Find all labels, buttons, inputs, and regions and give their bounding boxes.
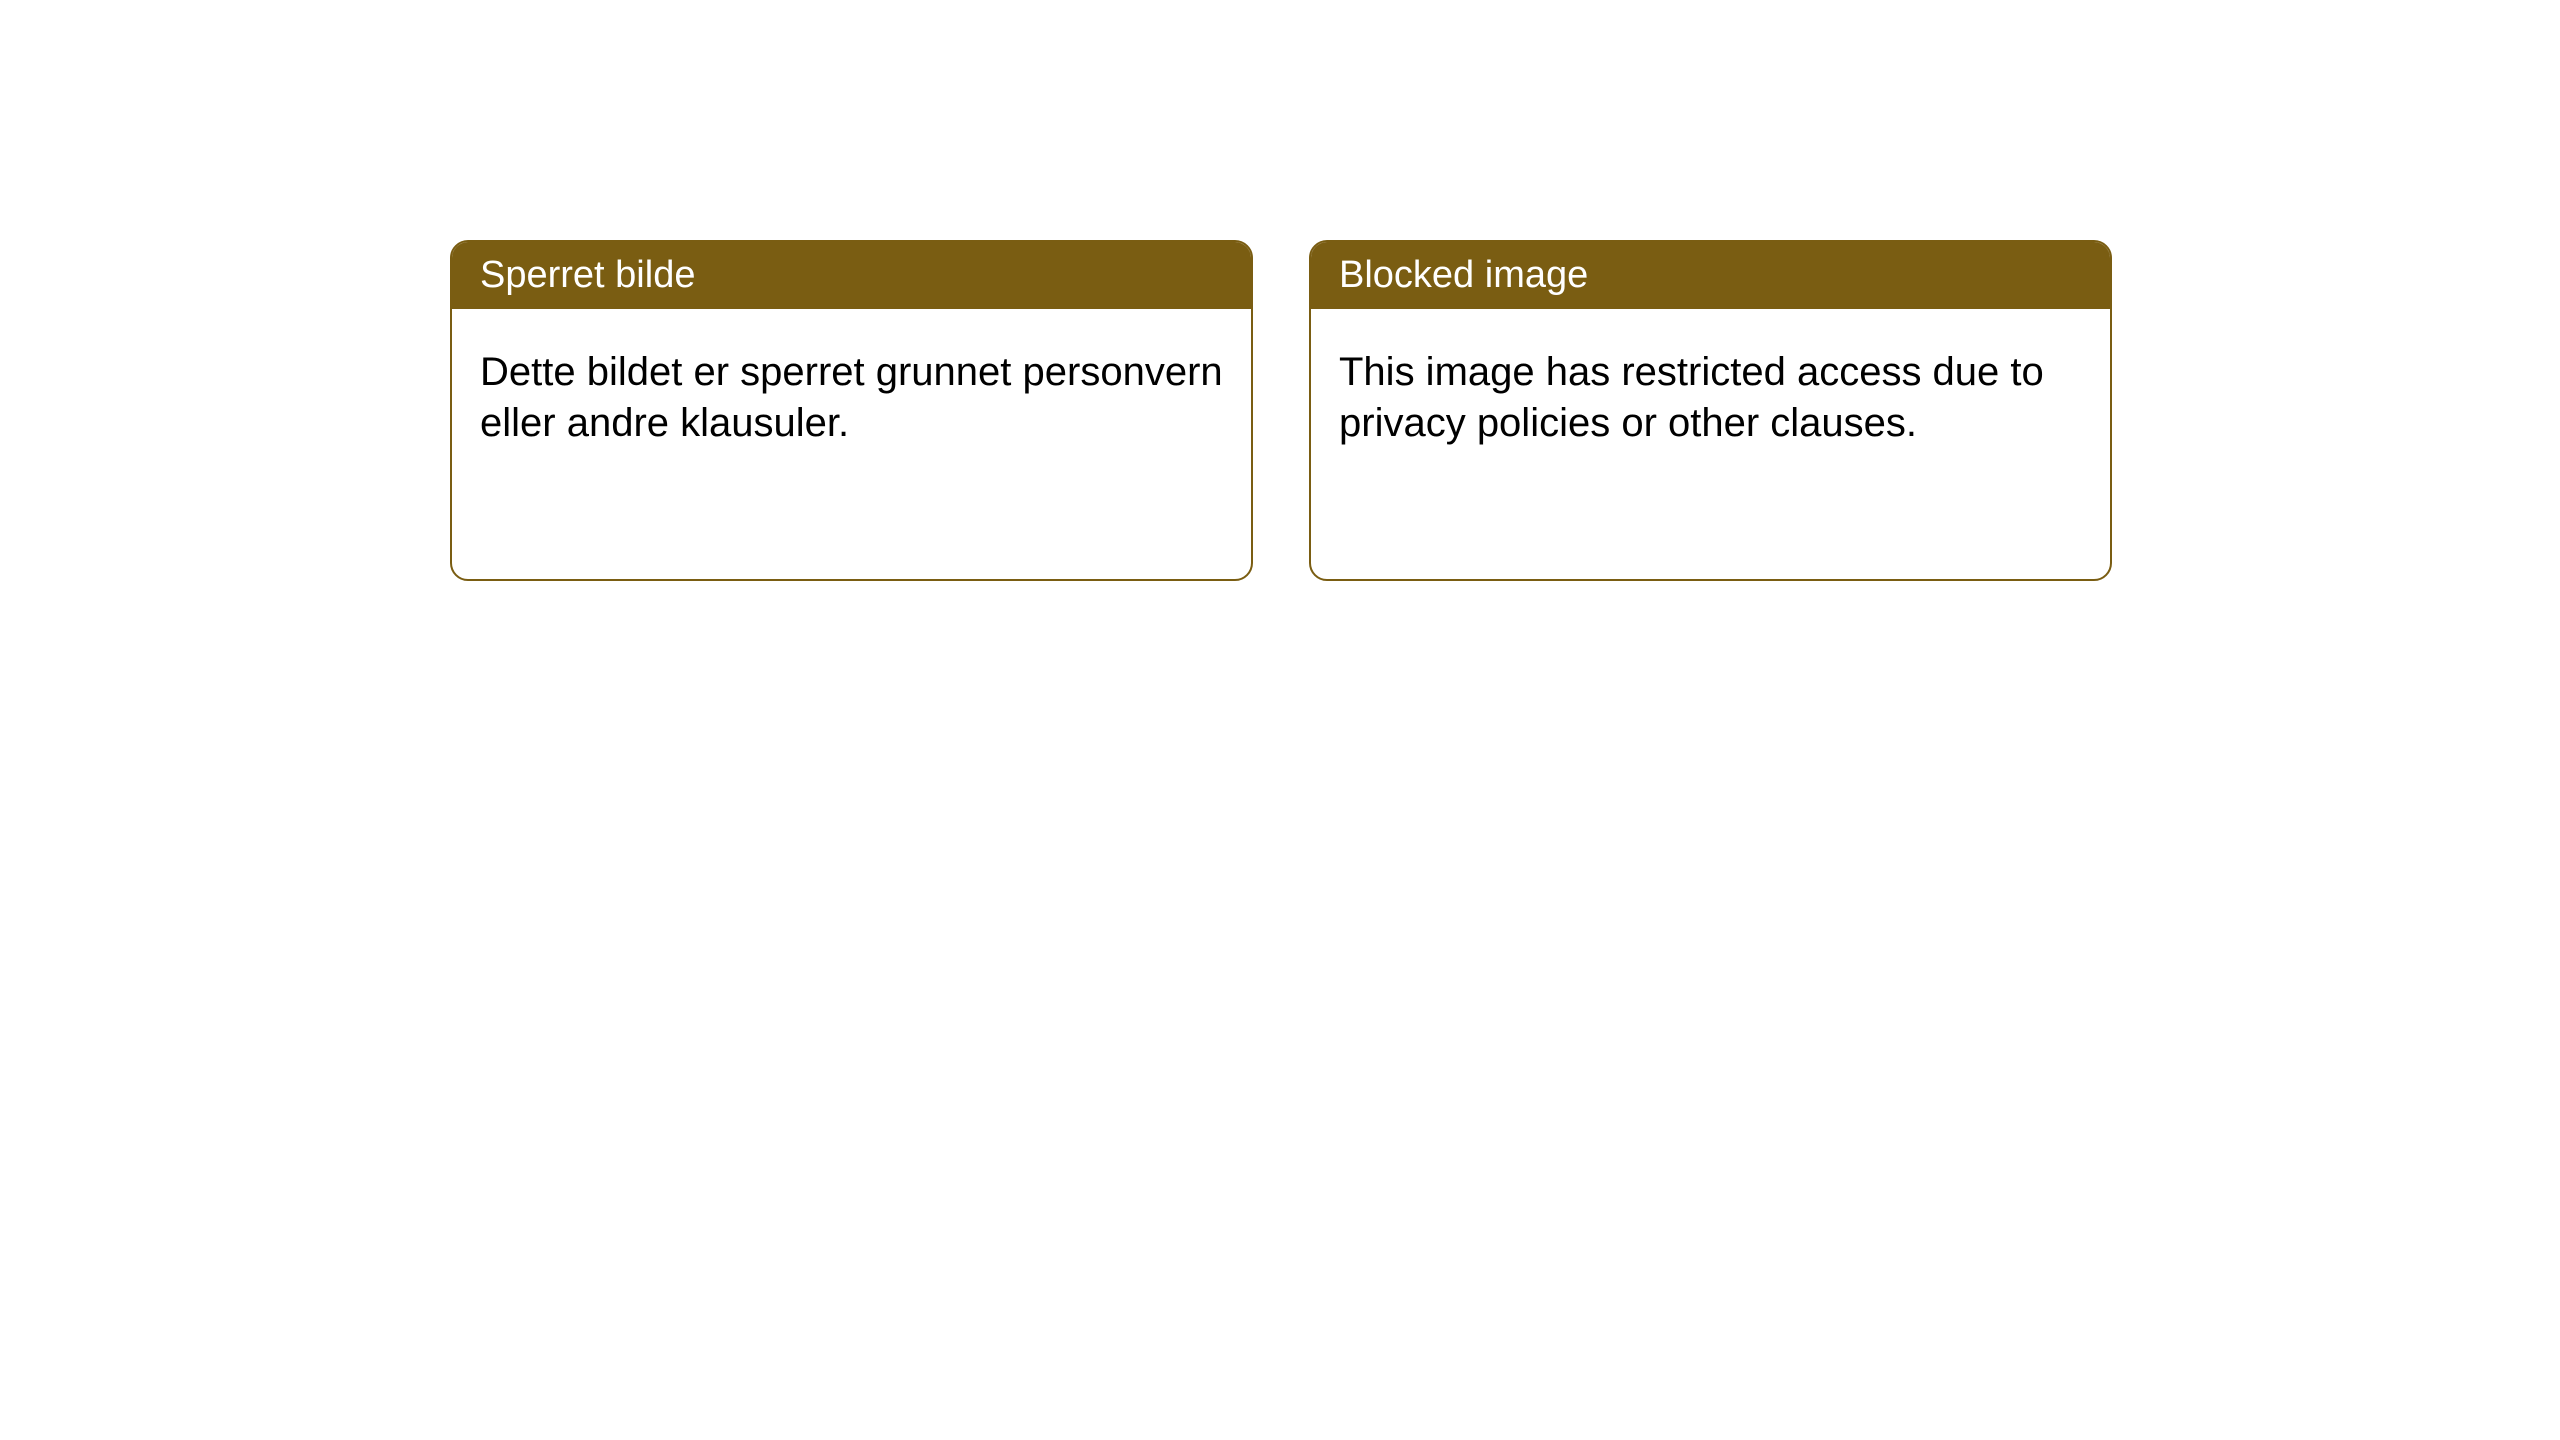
notice-body-english: This image has restricted access due to …	[1311, 309, 2110, 579]
notice-header-norwegian: Sperret bilde	[452, 242, 1251, 309]
notice-body-norwegian: Dette bildet er sperret grunnet personve…	[452, 309, 1251, 579]
notice-header-english: Blocked image	[1311, 242, 2110, 309]
notice-container: Sperret bilde Dette bildet er sperret gr…	[450, 240, 2112, 581]
notice-card-english: Blocked image This image has restricted …	[1309, 240, 2112, 581]
notice-card-norwegian: Sperret bilde Dette bildet er sperret gr…	[450, 240, 1253, 581]
